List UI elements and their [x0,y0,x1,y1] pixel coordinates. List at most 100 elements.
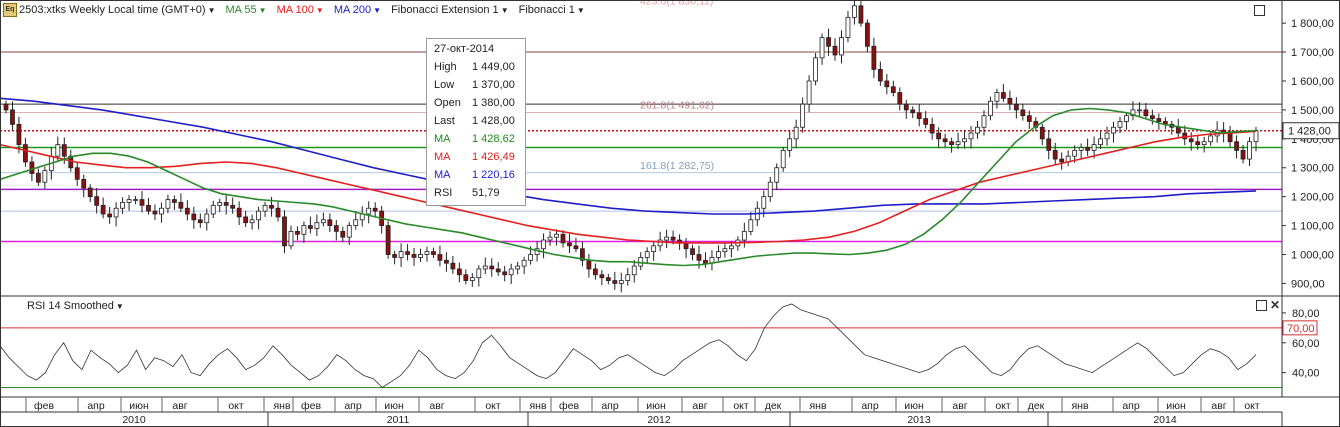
candle-body [793,126,799,140]
candle-body [217,202,223,206]
year-label: 2012 [647,414,671,426]
month-label: авг [1211,400,1226,412]
candle-body [826,37,831,47]
candle-body [450,262,456,270]
rsi-series [0,303,1257,389]
candle-body [599,274,605,279]
candle-body [1020,109,1026,117]
maximize-main-panel-icon[interactable] [1254,5,1265,16]
candle-body [625,274,631,281]
candle-body [184,207,190,215]
ma200-indicator[interactable]: MA 200 ▼ [334,4,381,16]
candle-body [580,248,585,261]
rsi-level-label: 70,00 [1287,323,1315,335]
rsi-axis-label: 60,00 [1292,338,1320,350]
candle-body [424,251,430,255]
tooltip-date: 27-окт-2014 [434,43,521,55]
candle-body [1247,141,1252,160]
candle-body [178,202,184,209]
fibonacci-indicator[interactable]: Fibonacci 1 ▼ [519,4,585,16]
candle-body [120,202,125,209]
month-label: июн [1166,400,1186,412]
ma55-indicator[interactable]: MA 55 ▼ [225,4,266,16]
candle-body [398,251,404,258]
instrument-selector[interactable]: Eq 2503:xtks Weekly Local time (GMT+0) ▼ [3,3,215,17]
candle-body [392,254,398,258]
candle-body [774,167,780,183]
candle-body [1240,149,1246,160]
year-label: 2010 [122,414,146,426]
candle-body [308,225,313,229]
price-axis-label: 1 200,00 [1291,192,1334,204]
price-axis-label: 1 600,00 [1291,76,1334,88]
candle-body [1098,138,1103,146]
caret-down-icon: ▼ [115,301,124,311]
candle-body [320,219,326,224]
candle-body [1117,121,1123,128]
candle-body [1156,118,1162,122]
instrument-label: 2503:xtks Weekly Local time (GMT+0) [19,4,206,16]
candle-body [10,109,15,125]
rsi-level-box [1282,320,1318,336]
tooltip-row: Low 1 370,00 [434,79,521,91]
candle-body [1175,126,1181,134]
price-axis-label: 1 000,00 [1291,250,1334,262]
year-label: 2011 [387,414,410,426]
candle-body [567,242,572,247]
tooltip-value: 1 449,00 [472,61,515,73]
rsi-line [0,303,1257,389]
candle-body [638,257,644,267]
current-price-label: 1 428,00 [1288,126,1331,138]
candle-body [1111,126,1116,134]
candle-body [61,144,67,157]
candle-body [469,277,475,281]
close-rsi-panel-icon[interactable]: ✕ [1270,298,1281,312]
year-label: 2014 [1153,414,1177,426]
candle-body [508,268,514,276]
candle-body [42,170,48,183]
candle-body [962,138,967,143]
tooltip-key: Low [434,79,455,91]
candle-body [340,230,346,238]
candle-body [839,37,844,56]
candle-body [1130,109,1136,117]
candle-body [346,225,352,238]
tooltip-row: High 1 449,00 [434,61,521,73]
candle-body [366,207,372,215]
candle-body [495,268,501,273]
candle-body [586,259,592,270]
month-label: окт [733,400,749,412]
fib-extension-indicator[interactable]: Fibonacci Extension 1 ▼ [391,4,509,16]
candle-body [16,123,22,146]
rsi-panel-title[interactable]: RSI 14 Smoothed ▼ [27,300,124,312]
tooltip-date-value: 27-окт-2014 [434,43,495,55]
price-axis-label: 1 300,00 [1291,163,1334,175]
candle-body [146,204,151,212]
price-axis-label: 1 800,00 [1291,18,1334,30]
month-label: дек [1028,400,1045,412]
moving-average-lines [0,97,1257,267]
candle-body [133,199,138,201]
candle-body [165,199,171,209]
rsi-grid [0,312,1286,389]
candle-body [437,254,443,261]
month-label: янв [1071,400,1088,412]
candle-body [1143,109,1149,117]
ma100-indicator[interactable]: MA 100 ▼ [277,4,324,16]
candle-body [1091,144,1097,151]
candle-body [716,251,721,258]
candle-body [832,45,838,56]
candle-body [139,199,145,206]
month-label: окт [485,400,501,412]
tooltip-key: MA [434,133,451,145]
fib-extension-label: Fibonacci Extension 1 [391,4,499,16]
candle-body [1195,141,1201,146]
candle-body [1052,149,1058,160]
maximize-rsi-panel-icon[interactable] [1256,300,1267,311]
candle-body [1253,130,1259,143]
candle-body [968,132,974,140]
candle-body [988,100,993,117]
candle-body [657,239,663,247]
